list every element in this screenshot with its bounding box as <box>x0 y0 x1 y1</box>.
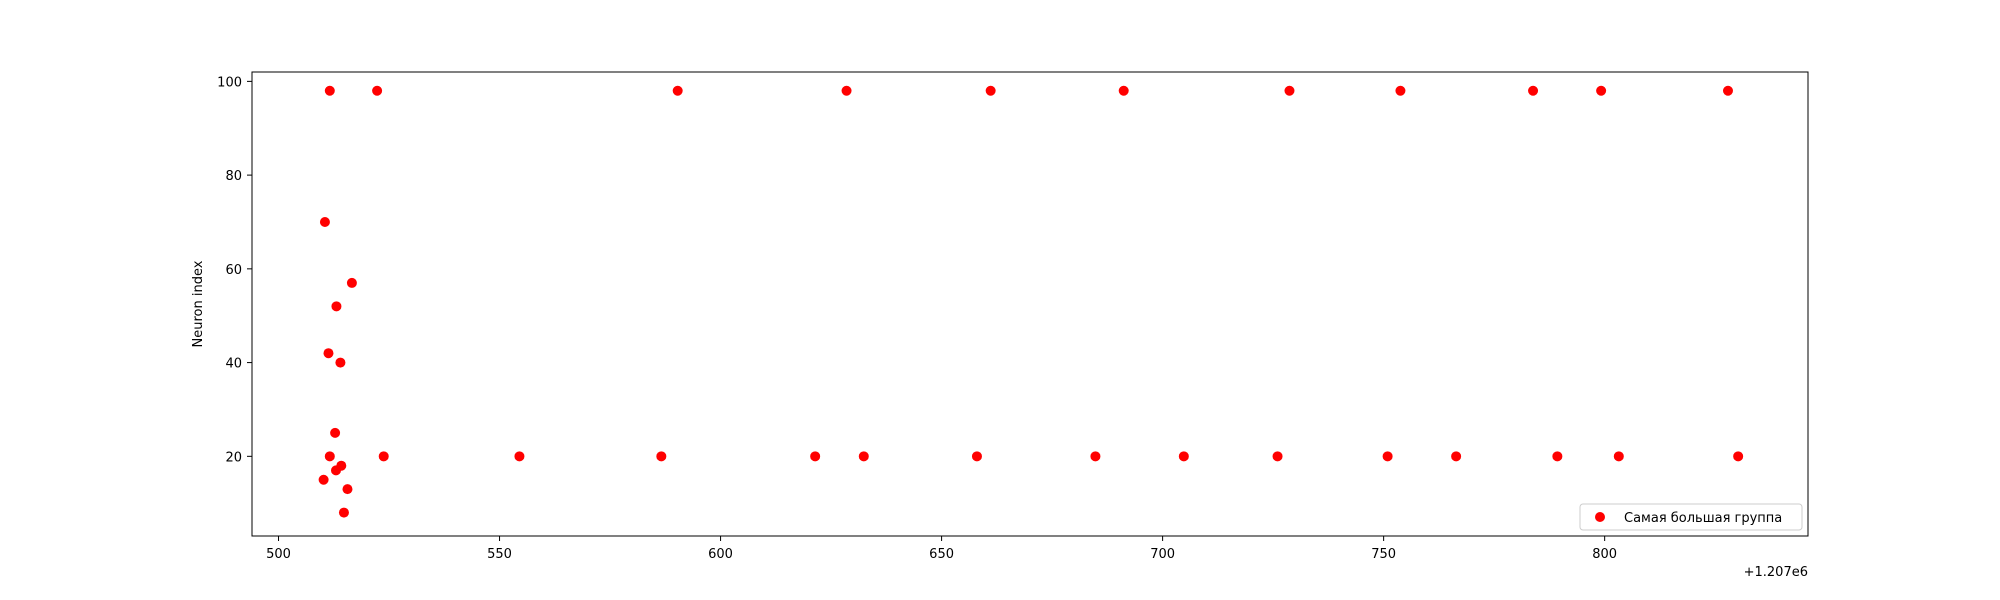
data-point <box>338 507 349 518</box>
x-tick-label: 650 <box>929 547 954 562</box>
legend-marker <box>1595 512 1605 522</box>
data-point <box>1528 85 1539 96</box>
points-layer <box>318 85 1744 518</box>
data-point <box>858 451 869 462</box>
data-point <box>971 451 982 462</box>
data-point <box>342 484 353 495</box>
x-tick-label: 600 <box>708 547 733 562</box>
data-point <box>1284 85 1295 96</box>
y-axis-label: Neuron index <box>191 260 206 347</box>
data-point <box>330 465 341 476</box>
data-point <box>1395 85 1406 96</box>
data-point <box>656 451 667 462</box>
legend: Самая большая группа <box>1579 503 1803 531</box>
plot-frame <box>251 71 1809 537</box>
data-point <box>323 348 334 359</box>
y-tick-label: 100 <box>217 75 242 90</box>
data-point <box>841 85 852 96</box>
x-axis: 500 550 600 650 700 750 800 <box>266 536 1617 562</box>
x-tick-label: 800 <box>1592 547 1617 562</box>
data-point <box>1382 451 1393 462</box>
data-point <box>378 451 389 462</box>
data-point <box>1722 85 1733 96</box>
data-point <box>1596 85 1607 96</box>
data-point <box>1613 451 1624 462</box>
y-tick-label: 60 <box>225 263 242 278</box>
data-point <box>514 451 525 462</box>
data-point <box>319 216 330 227</box>
y-tick-label: 20 <box>225 450 242 465</box>
y-tick-label: 80 <box>225 169 242 184</box>
data-point <box>985 85 996 96</box>
data-point <box>1552 451 1563 462</box>
data-point <box>346 277 357 288</box>
data-point <box>331 301 342 312</box>
y-axis: 20 40 60 80 100 <box>217 75 252 465</box>
data-point <box>335 357 346 368</box>
data-point <box>1451 451 1462 462</box>
data-point <box>1733 451 1744 462</box>
data-point <box>324 85 335 96</box>
y-tick-label: 40 <box>225 357 242 372</box>
data-point <box>672 85 683 96</box>
data-point <box>1272 451 1283 462</box>
legend-box <box>1579 503 1803 531</box>
data-point <box>324 451 335 462</box>
x-tick-label: 550 <box>487 547 512 562</box>
x-tick-label: 500 <box>266 547 291 562</box>
data-point <box>330 427 341 438</box>
x-tick-label: 700 <box>1150 547 1175 562</box>
data-point <box>810 451 821 462</box>
data-point <box>372 85 383 96</box>
data-point <box>1090 451 1101 462</box>
x-axis-offset-text: +1.207e6 <box>1744 565 1808 580</box>
legend-label: Самая большая группа <box>1624 511 1782 526</box>
data-point <box>318 474 329 485</box>
x-tick-label: 750 <box>1371 547 1396 562</box>
data-point <box>1178 451 1189 462</box>
data-point <box>1118 85 1129 96</box>
